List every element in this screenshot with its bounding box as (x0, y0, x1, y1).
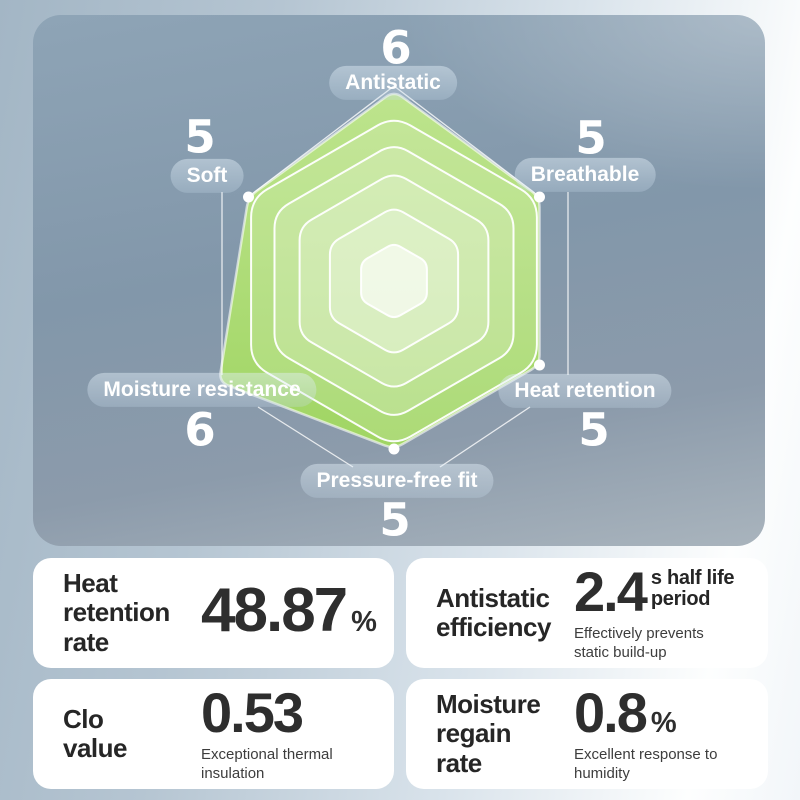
card-value-block: 0.8 % Excellent response to humidity (574, 680, 718, 784)
axis-score-antistatic: 6 (380, 21, 412, 75)
stat-card-antistatic-efficiency: Antistatic efficiency 2.4 s half life pe… (406, 558, 768, 668)
card-subtext: Exceptional thermal insulation (201, 745, 333, 783)
axis-label-breathable: Breathable (514, 157, 656, 193)
stat-card-clo-value: Clo value 0.53 Exceptional thermal insul… (33, 679, 394, 789)
axis-score-soft: 5 (184, 110, 216, 164)
card-value: 0.53 (201, 680, 304, 744)
axis-label-moisture-resistance: Moisture resistance (87, 372, 317, 408)
axis-score-breathable: 5 (575, 111, 607, 165)
axis-label-antistatic: Antistatic (329, 65, 457, 101)
card-subtext: Excellent response to humidity (574, 745, 718, 783)
stat-card-moisture-regain-rate: Moisture regain rate 0.8 % Excellent res… (406, 679, 768, 789)
axis-label-pressure-free-fit: Pressure-free fit (300, 463, 494, 499)
radar-grid-ring (360, 243, 428, 319)
radar-panel: 6 Antistatic 5 Breathable Heat retention… (33, 15, 765, 546)
card-value: 0.8 (574, 680, 648, 744)
radar-axis-line (247, 85, 395, 198)
radar-vertex-dot (533, 191, 545, 203)
card-value: 48.87 (201, 576, 348, 645)
card-subtext: Effectively prevents static build-up (574, 624, 704, 662)
card-label: Clo value (63, 703, 128, 763)
stat-cards: Heat retention rate 48.87 % Antistatic e… (33, 558, 768, 789)
radar-axis-line (393, 85, 541, 198)
radar-axis-line (257, 406, 354, 468)
card-unit: % (351, 606, 377, 638)
card-label: Antistatic efficiency (436, 582, 551, 642)
radar-axis-line (439, 406, 531, 468)
card-label: Heat retention rate (63, 568, 170, 657)
axis-score-pressure-free-fit: 5 (379, 493, 411, 546)
axis-label-heat-retention: Heat retention (498, 373, 672, 409)
card-unit: % (650, 706, 677, 739)
axis-label-soft: Soft (170, 158, 244, 194)
stat-card-heat-retention-rate: Heat retention rate 48.87 % (33, 558, 394, 668)
card-value-block: 2.4 s half life period Effectively preve… (574, 559, 735, 663)
card-label: Moisture regain rate (436, 689, 541, 778)
axis-score-moisture-resistance: 6 (184, 403, 216, 457)
card-value-block: 48.87 % (201, 580, 377, 646)
radar-vertex-dot (533, 359, 545, 371)
card-value-block: 0.53 Exceptional thermal insulation (201, 680, 333, 784)
card-unit: s half life period (650, 566, 735, 611)
radar-vertex-dot (388, 443, 400, 455)
card-value: 2.4 (574, 559, 648, 623)
radar-vertex-dot (243, 191, 255, 203)
axis-score-heat-retention: 5 (578, 403, 610, 457)
radar-chart (219, 85, 569, 468)
